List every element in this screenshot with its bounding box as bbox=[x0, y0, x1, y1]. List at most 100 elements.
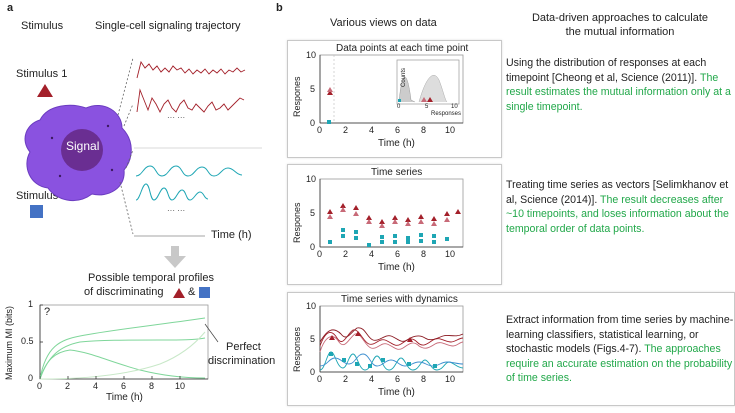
row-1-xlabel: Time (h) bbox=[378, 138, 415, 149]
red-trace-1 bbox=[136, 60, 246, 79]
stimulus-1-triangle-icon bbox=[37, 84, 53, 97]
mi-xtick-0: 0 bbox=[37, 381, 43, 391]
profiles-text-1: Possible temporal profiles bbox=[88, 272, 214, 284]
row-1-inset-ylabel: Counts bbox=[401, 67, 407, 87]
views-header: Various views on data bbox=[330, 17, 437, 29]
row-1-inset-xtick-0: 0 bbox=[397, 104, 401, 110]
row-1-chart-title: Data points at each time point bbox=[336, 43, 469, 54]
row-3-chart bbox=[319, 305, 464, 373]
row-2-chart-title: Time series bbox=[371, 167, 423, 178]
mi-curve-1 bbox=[39, 317, 206, 380]
row-1-xtick-3: 6 bbox=[395, 125, 401, 135]
perfect-line-1: Perfect bbox=[226, 341, 261, 353]
row-2-xtick-1: 2 bbox=[343, 249, 349, 259]
row-1-ytick-1: 5 bbox=[310, 84, 316, 94]
mi-curve-4 bbox=[39, 331, 206, 380]
time-axis-label: Time (h) bbox=[211, 229, 252, 241]
row-1-ytick-0: 0 bbox=[310, 118, 316, 128]
row-1-xtick-1: 2 bbox=[343, 125, 349, 135]
row-3-box bbox=[287, 292, 735, 406]
row-3-ytick-2: 10 bbox=[306, 301, 317, 311]
mi-xtick-3: 6 bbox=[121, 381, 127, 391]
row-1-xtick-2: 4 bbox=[369, 125, 375, 135]
row-1-inset-xtick-2: 10 bbox=[451, 104, 458, 110]
cell-diagram bbox=[24, 57, 262, 268]
approach-header-line-2: the mutual information bbox=[565, 26, 675, 38]
row-3-xtick-2: 4 bbox=[369, 374, 375, 384]
row-2-xtick-2: 4 bbox=[369, 249, 375, 259]
row-3-description: Extract information from time series by … bbox=[506, 313, 734, 386]
row-3-xtick-4: 8 bbox=[421, 374, 427, 384]
mi-ytick-2: 1 bbox=[28, 299, 34, 309]
down-arrow-icon bbox=[164, 246, 186, 268]
row-3-xtick-3: 6 bbox=[395, 374, 401, 384]
row-2-red-triangles bbox=[327, 203, 461, 228]
row-3-xtick-1: 2 bbox=[343, 374, 349, 384]
row-2-chart-box bbox=[287, 164, 502, 285]
row-3-ylabel: Responses bbox=[292, 326, 302, 372]
panel-b-label: b bbox=[276, 2, 283, 14]
approach-header: Data-driven approaches to calculate the … bbox=[520, 11, 720, 39]
row-2-ytick-0: 0 bbox=[310, 242, 316, 252]
profiles-amp: & bbox=[188, 286, 196, 298]
cell-signal-label: Signal bbox=[66, 139, 100, 153]
mi-xtick-5: 10 bbox=[175, 381, 186, 391]
mi-ylabel: Maximum MI (bits) bbox=[4, 306, 14, 380]
row-2-ytick-1: 5 bbox=[310, 208, 316, 218]
row-2-chart bbox=[319, 178, 464, 248]
row-3-desc-black: Extract information from time series by … bbox=[506, 314, 734, 355]
mi-question-mark: ? bbox=[44, 306, 51, 318]
row-2-xtick-0: 0 bbox=[317, 249, 323, 259]
row-1-desc-black: Using the distribution of responses at e… bbox=[506, 57, 707, 84]
mi-xtick-2: 4 bbox=[93, 381, 99, 391]
row-1-ytick-2: 10 bbox=[306, 50, 317, 60]
row-1-chart bbox=[319, 54, 464, 124]
row-2-xlabel: Time (h) bbox=[378, 262, 415, 273]
row-3-xlabel: Time (h) bbox=[378, 387, 415, 398]
mi-xlabel: Time (h) bbox=[106, 392, 143, 403]
profiles-triangle-icon bbox=[173, 288, 185, 298]
row-1-chart-box bbox=[287, 40, 502, 158]
mi-curve-2 bbox=[39, 337, 206, 380]
panel-a-label: a bbox=[7, 2, 14, 14]
row-2-xtick-5: 10 bbox=[445, 249, 456, 259]
profiles-square-icon bbox=[199, 287, 210, 298]
mi-ytick-0: 0 bbox=[28, 373, 34, 383]
mi-curve-3 bbox=[39, 349, 206, 380]
row-3-chart-title: Time series with dynamics bbox=[341, 294, 458, 305]
row-1-inset-xlabel: Responses bbox=[431, 111, 462, 117]
profiles-text-2: of discriminating bbox=[84, 286, 164, 298]
trajectory-header: Single-cell signaling trajectory bbox=[95, 20, 241, 32]
approach-header-line-1: Data-driven approaches to calculate bbox=[531, 12, 709, 24]
row-1-inset-xtick-1: 5 bbox=[425, 104, 429, 110]
row-2-description: Treating time series as vectors [Selimkh… bbox=[506, 178, 734, 236]
row-1-description: Using the distribution of responses at e… bbox=[506, 56, 734, 114]
stimulus-1-label: Stimulus 1 bbox=[16, 68, 68, 80]
row-1-xtick-0: 0 bbox=[317, 125, 323, 135]
row-2-xtick-4: 8 bbox=[421, 249, 427, 259]
row-3-xtick-5: 10 bbox=[445, 374, 456, 384]
stimulus-header: Stimulus bbox=[21, 20, 64, 32]
row-3-ytick-1: 5 bbox=[310, 334, 316, 344]
teal-trace-1 bbox=[135, 165, 243, 177]
row-1-desc-green: The result estimates the mutual informat… bbox=[506, 71, 731, 113]
row-3-desc-green: The approaches require an accurate estim… bbox=[506, 343, 733, 384]
red-trace-2 bbox=[136, 88, 245, 114]
row-3-ytick-0: 0 bbox=[310, 367, 316, 377]
mi-ytick-1: 0.5 bbox=[21, 336, 34, 346]
nucleus bbox=[61, 129, 103, 171]
row-2-ytick-2: 10 bbox=[306, 174, 317, 184]
row-1-xtick-4: 8 bbox=[421, 125, 427, 135]
trace-dots-teal: ··· ··· bbox=[167, 206, 186, 215]
row-3-xtick-0: 0 bbox=[317, 374, 323, 384]
perfect-line-2: discrimination bbox=[208, 355, 276, 367]
row-2-ylabel: Respones bbox=[292, 202, 302, 243]
mi-chart bbox=[39, 304, 219, 380]
row-1-xtick-5: 10 bbox=[445, 125, 456, 135]
stimulus-2-square-icon bbox=[30, 205, 43, 218]
trace-dots-red: ··· ··· bbox=[167, 113, 186, 122]
row-2-desc-black: Treating time series as vectors [Selimkh… bbox=[506, 179, 729, 206]
mi-xtick-4: 8 bbox=[149, 381, 155, 391]
teal-trace-2 bbox=[135, 183, 209, 201]
row-2-desc-green: The result decreases after ~10 timepoint… bbox=[506, 193, 729, 235]
